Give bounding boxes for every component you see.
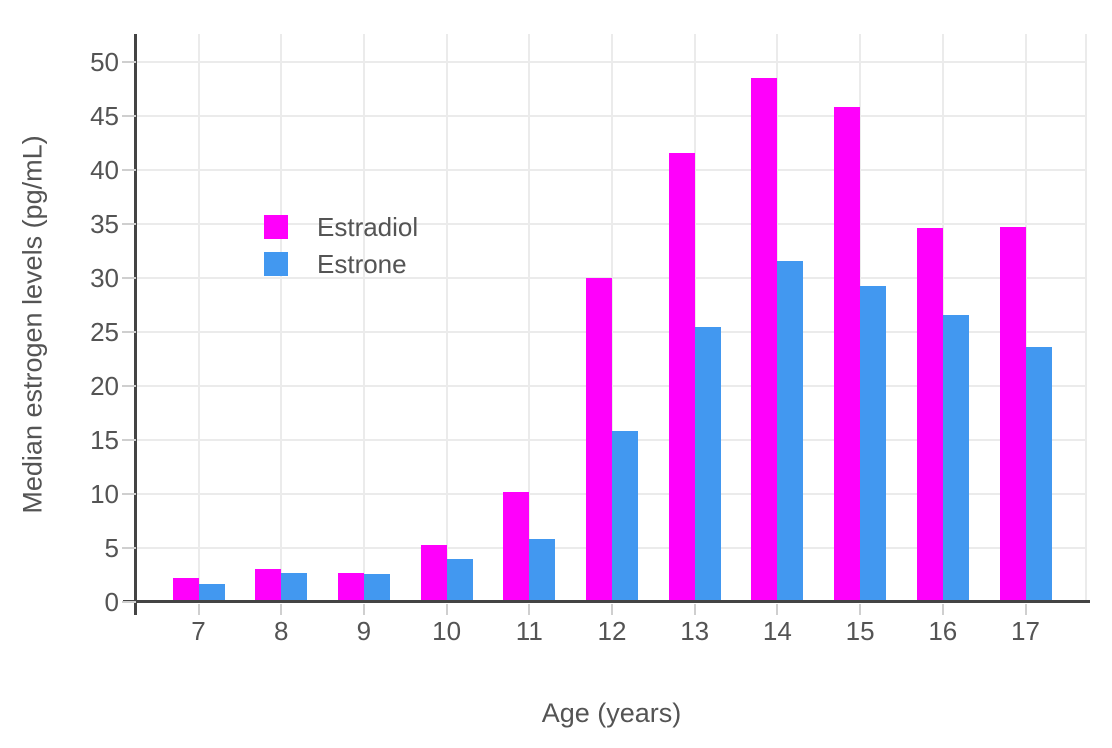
y-tick-mark <box>122 439 136 442</box>
x-axis-line <box>123 600 1090 603</box>
y-tick-mark <box>122 331 136 334</box>
legend-item-estradiol: Estradiol <box>264 212 419 242</box>
bar-estradiol-age-9 <box>337 573 364 602</box>
y-tick-label-15: 15 <box>90 425 119 456</box>
v-gridline <box>693 34 696 602</box>
x-tick-mark <box>693 604 696 615</box>
v-gridline <box>1085 34 1087 602</box>
bar-estradiol-age-16 <box>916 228 943 602</box>
x-tick-label-16: 16 <box>928 616 958 646</box>
plot-area <box>136 34 1087 602</box>
bar-estradiol-age-13 <box>668 153 695 602</box>
bar-estrone-age-12 <box>612 431 638 602</box>
legend-item-estrone: Estrone <box>264 249 418 279</box>
bar-estrone-age-13 <box>694 327 721 602</box>
y-tick-label-0: 0 <box>104 587 119 617</box>
y-tick-label-20: 20 <box>90 371 119 402</box>
v-gridline <box>528 34 531 602</box>
y-tick-mark <box>122 547 136 549</box>
y-tick-label-40: 40 <box>90 155 119 186</box>
bar-estrone-age-7 <box>198 584 225 602</box>
x-tick-label-11: 11 <box>515 616 543 646</box>
y-tick-mark <box>122 601 136 603</box>
x-tick-mark <box>197 604 200 615</box>
x-tick-mark <box>776 604 779 615</box>
x-tick-mark <box>280 604 283 615</box>
y-tick-mark <box>122 277 136 280</box>
y-tick-label-30: 30 <box>90 263 119 294</box>
v-gridline <box>611 34 613 602</box>
x-tick-label-7: 7 <box>191 616 206 646</box>
bar-estrone-age-16 <box>942 315 969 602</box>
bar-estradiol-age-11 <box>503 492 530 602</box>
v-gridline <box>362 34 365 602</box>
bar-estradiol-age-10 <box>420 545 447 602</box>
x-tick-mark <box>1024 604 1027 615</box>
x-tick-label-12: 12 <box>597 616 627 646</box>
bar-estradiol-age-14 <box>751 78 778 602</box>
y-tick-mark <box>122 115 136 118</box>
x-tick-mark <box>362 604 365 615</box>
v-gridline <box>1024 34 1027 602</box>
x-tick-label-8: 8 <box>273 616 289 646</box>
x-tick-label-9: 9 <box>356 616 372 646</box>
y-tick-label-35: 35 <box>90 209 119 240</box>
y-axis-line <box>134 34 137 615</box>
x-tick-mark <box>445 604 448 615</box>
chart-legend: Estradiol Estrone <box>264 212 419 289</box>
y-tick-label-10: 10 <box>90 479 119 509</box>
x-tick-label-14: 14 <box>762 616 792 646</box>
legend-swatch-icon <box>264 215 288 239</box>
bar-estrone-age-11 <box>529 539 556 602</box>
bar-estrone-age-8 <box>281 573 308 602</box>
y-tick-mark <box>122 493 136 495</box>
x-tick-mark <box>611 604 613 615</box>
bar-estradiol-age-12 <box>586 278 612 602</box>
legend-swatch-icon <box>264 252 288 276</box>
bar-estrone-age-14 <box>777 261 804 602</box>
x-tick-mark <box>528 604 531 615</box>
y-tick-label-5: 5 <box>104 533 119 563</box>
bar-estradiol-age-15 <box>834 107 861 602</box>
bar-estrone-age-9 <box>363 574 390 602</box>
v-gridline <box>445 34 448 602</box>
bar-estradiol-age-8 <box>255 569 282 602</box>
x-tick-label-15: 15 <box>845 616 875 646</box>
v-gridline <box>280 34 283 602</box>
y-axis-title: Median estrogen levels (pg/mL) <box>17 135 48 514</box>
bar-estradiol-age-17 <box>999 227 1026 602</box>
y-tick-mark <box>122 223 136 226</box>
x-axis-title: Age (years) <box>541 698 682 728</box>
y-tick-label-25: 25 <box>90 317 119 348</box>
bar-estrone-age-10 <box>446 559 473 602</box>
y-tick-mark <box>122 169 136 172</box>
x-tick-label-13: 13 <box>680 616 710 646</box>
legend-label: Estrone <box>317 249 407 279</box>
bar-estradiol-age-7 <box>172 578 199 602</box>
bar-estrone-age-17 <box>1025 347 1052 602</box>
y-tick-label-45: 45 <box>90 101 119 132</box>
y-tick-mark <box>122 385 136 388</box>
y-tick-label-50: 50 <box>90 47 119 78</box>
x-tick-label-10: 10 <box>432 616 462 646</box>
legend-label: Estradiol <box>317 212 419 242</box>
x-tick-mark <box>941 604 944 615</box>
v-gridline <box>197 34 200 602</box>
x-tick-mark <box>859 604 862 615</box>
y-tick-mark <box>122 61 136 64</box>
bar-estrone-age-15 <box>860 286 887 602</box>
x-tick-label-17: 17 <box>1011 616 1040 646</box>
